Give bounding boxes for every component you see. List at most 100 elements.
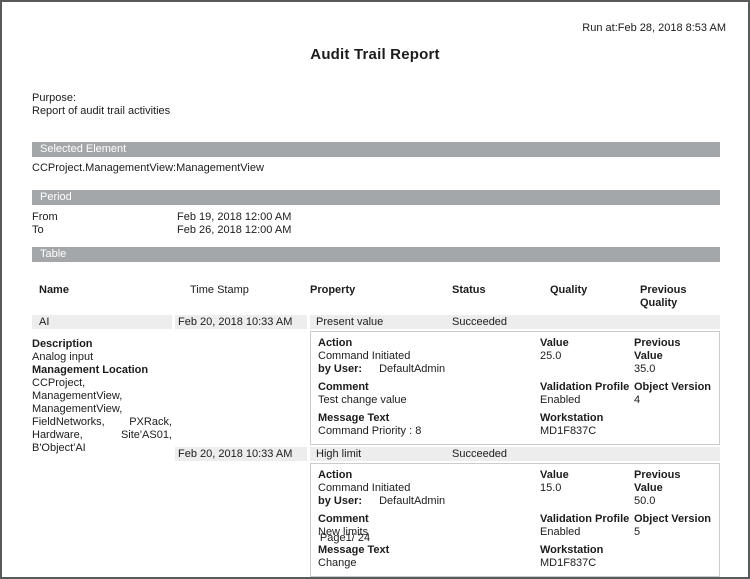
management-location-value: CCProject, ManagementView, ManagementVie…: [32, 377, 172, 454]
previous-value-value: 35.0: [634, 363, 656, 375]
period-to-row: To Feb 26, 2018 12:00 AM: [32, 224, 720, 237]
workstation-label: Workstation: [540, 544, 604, 556]
table-body: AI Description Analog input Management L…: [32, 315, 720, 577]
entry-detail-box: Action Command Initiated by User: Defaul…: [310, 331, 720, 445]
entry-detail: Present value Succeeded Action Command I…: [310, 315, 720, 445]
action-value: Command Initiated: [318, 350, 411, 362]
comment-group: Comment New limits: [318, 513, 540, 539]
action-label: Action: [318, 469, 353, 481]
validation-profile-value: Enabled: [540, 394, 581, 406]
message-text-group: Message Text Change: [318, 544, 540, 570]
by-user-label: by User:: [318, 363, 363, 375]
period-from-value: Feb 19, 2018 12:00 AM: [177, 211, 292, 223]
by-user-label: by User:: [318, 495, 363, 507]
table-column-headers: Name Time Stamp Property Status Quality …: [32, 284, 720, 310]
object-version-label: Object Version: [634, 513, 712, 525]
empty-cell: [634, 412, 712, 438]
object-version-group: Object Version 4: [634, 381, 712, 407]
status-value: Succeeded: [452, 316, 508, 328]
action-label: Action: [318, 337, 353, 349]
validation-profile-label: Validation Profile: [540, 513, 630, 525]
workstation-value: MD1F837C: [540, 425, 597, 437]
column-header-status: Status: [452, 284, 486, 296]
previous-value-label: Previous Value: [634, 337, 681, 362]
description-value: Analog input: [32, 351, 94, 363]
report-title: Audit Trail Report: [310, 46, 440, 63]
object-version-value: 4: [634, 394, 641, 406]
message-text-label: Message Text: [318, 412, 390, 424]
value-label: Value: [540, 469, 569, 481]
page-number: Page1/ 24: [319, 532, 371, 544]
comment-value: Test change value: [318, 394, 407, 406]
entry-detail: High limit Succeeded Action Command Init…: [310, 447, 720, 577]
message-text-group: Message Text Command Priority : 8: [318, 412, 540, 438]
by-user-line: by User: DefaultAdmin: [318, 495, 540, 508]
entry-timestamp: Feb 20, 2018 10:33 AM: [175, 447, 307, 461]
object-description-block: Description Analog input Management Loca…: [32, 338, 172, 455]
message-text-value: Change: [318, 557, 357, 569]
previous-value-group: Previous Value 35.0: [634, 337, 712, 376]
column-header-quality: Quality: [550, 284, 588, 296]
action-value: Command Initiated: [318, 482, 411, 494]
action-group: Action Command Initiated by User: Defaul…: [318, 469, 540, 508]
by-user-value: DefaultAdmin: [379, 363, 446, 375]
property-value: High limit: [316, 448, 362, 460]
purpose-label: Purpose:: [32, 92, 77, 104]
column-header-name: Name: [39, 284, 69, 296]
by-user-value: DefaultAdmin: [379, 495, 446, 507]
object-version-group: Object Version 5: [634, 513, 712, 539]
column-header-previous-quality: Previous Quality: [640, 284, 687, 309]
action-group: Action Command Initiated by User: Defaul…: [318, 337, 540, 376]
description-label: Description: [32, 338, 93, 350]
property-value: Present value: [316, 316, 384, 328]
previous-value-group: Previous Value 50.0: [634, 469, 712, 508]
table-row: Feb 20, 2018 10:33 AM High limit Succeed…: [175, 447, 720, 577]
selected-element-value: CCProject.ManagementView:ManagementView: [32, 162, 264, 174]
management-location-label: Management Location: [32, 364, 149, 376]
object-version-label: Object Version: [634, 381, 712, 393]
comment-value: New limits: [318, 526, 369, 538]
period-to-label: To: [32, 224, 44, 236]
message-text-value: Command Priority : 8: [318, 425, 422, 437]
period-from-label: From: [32, 211, 58, 223]
validation-profile-value: Enabled: [540, 526, 581, 538]
comment-group: Comment Test change value: [318, 381, 540, 407]
object-name: AI: [32, 315, 172, 329]
run-at-timestamp: Run at:Feb 28, 2018 8:53 AM: [582, 22, 726, 34]
validation-profile-group: Validation Profile Enabled: [540, 381, 634, 407]
validation-profile-group: Validation Profile Enabled: [540, 513, 634, 539]
period-section: From Feb 19, 2018 12:00 AM To Feb 26, 20…: [32, 211, 720, 237]
section-header-table: Table: [32, 247, 720, 262]
previous-value-label: Previous Value: [634, 469, 681, 494]
section-header-period: Period: [32, 190, 720, 205]
purpose-text: Report of audit trail activities: [32, 105, 171, 117]
workstation-label: Workstation: [540, 412, 604, 424]
value-label: Value: [540, 337, 569, 349]
section-header-selected-element: Selected Element: [32, 142, 720, 157]
period-from-row: From Feb 19, 2018 12:00 AM: [32, 211, 720, 224]
object-version-value: 5: [634, 526, 641, 538]
entries-column: Feb 20, 2018 10:33 AM Present value Succ…: [175, 315, 720, 577]
column-header-property: Property: [310, 284, 356, 296]
workstation-value: MD1F837C: [540, 557, 597, 569]
column-header-time-stamp: Time Stamp: [190, 284, 249, 296]
entry-detail-box: Action Command Initiated by User: Defaul…: [310, 463, 720, 577]
value-group: Value 15.0: [540, 469, 634, 508]
validation-profile-label: Validation Profile: [540, 381, 630, 393]
comment-label: Comment: [318, 513, 369, 525]
period-to-value: Feb 26, 2018 12:00 AM: [177, 224, 292, 236]
value-value: 15.0: [540, 482, 562, 494]
value-group: Value 25.0: [540, 337, 634, 376]
status-value: Succeeded: [452, 448, 508, 460]
value-value: 25.0: [540, 350, 562, 362]
object-cell: AI Description Analog input Management L…: [32, 315, 172, 577]
table-row: Feb 20, 2018 10:33 AM Present value Succ…: [175, 315, 720, 445]
comment-label: Comment: [318, 381, 369, 393]
empty-cell: [634, 544, 712, 570]
message-text-label: Message Text: [318, 544, 390, 556]
previous-value-value: 50.0: [634, 495, 656, 507]
property-status-band: Present value Succeeded: [310, 315, 720, 329]
entry-timestamp: Feb 20, 2018 10:33 AM: [175, 315, 307, 329]
property-status-band: High limit Succeeded: [310, 447, 720, 461]
